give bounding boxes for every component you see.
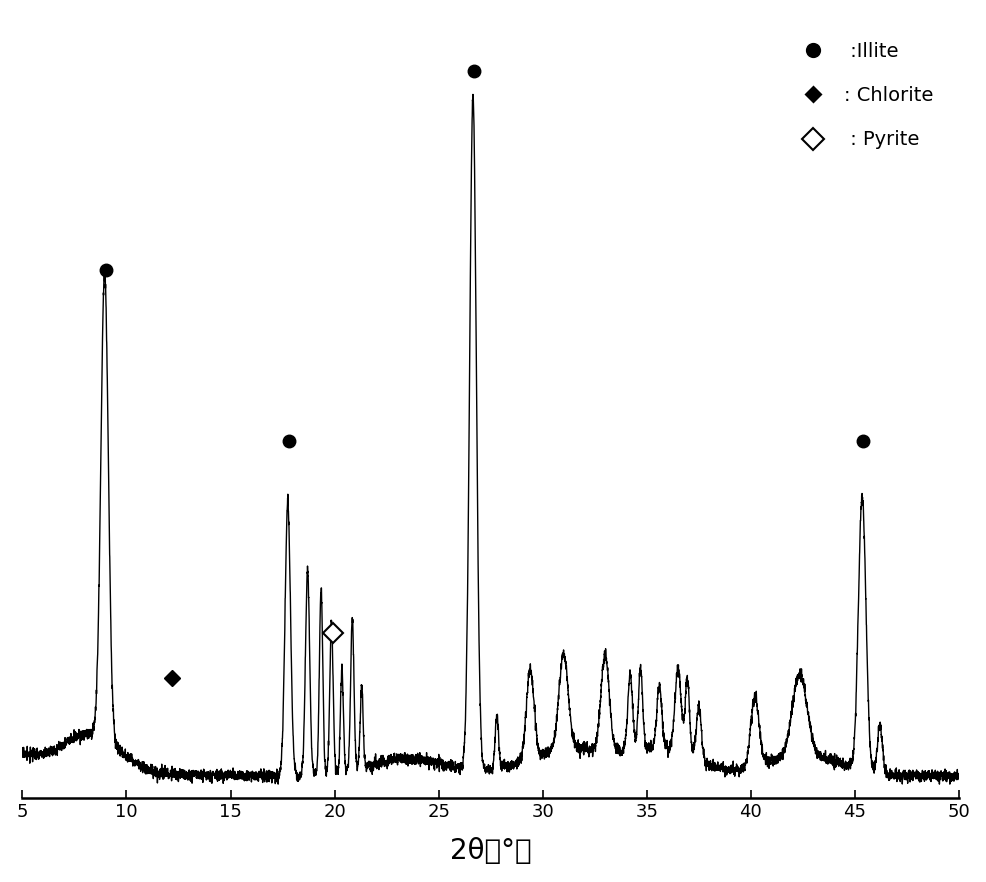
X-axis label: 2θ（°）: 2θ（°） (450, 837, 531, 865)
Legend:  :Illite, : Chlorite,  : Pyrite: :Illite, : Chlorite, : Pyrite (777, 26, 949, 165)
